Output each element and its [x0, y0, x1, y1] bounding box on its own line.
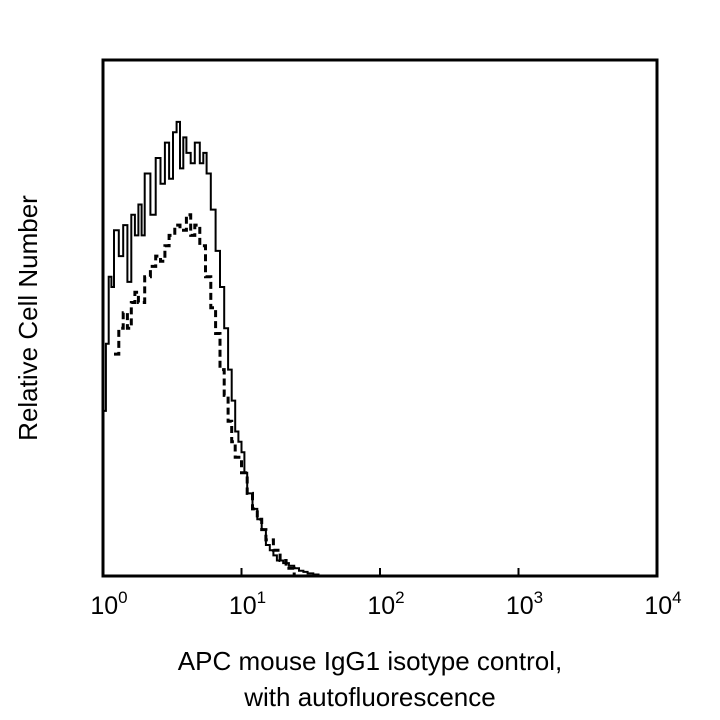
x-tick-label-base: 10 — [644, 592, 672, 620]
x-axis-label-line-1: APC mouse IgG1 isotype control, — [178, 646, 562, 676]
x-tick-label: 100 — [90, 588, 127, 620]
series-solid-line — [103, 120, 320, 576]
x-tick-label: 103 — [506, 588, 543, 620]
x-tick-label: 101 — [229, 588, 266, 620]
x-tick-label-base: 10 — [367, 592, 395, 620]
x-tick-label: 104 — [644, 588, 681, 620]
series-dashed-line — [114, 213, 296, 576]
x-tick-label-exponent: 4 — [672, 588, 681, 607]
x-tick-label-base: 10 — [90, 592, 118, 620]
x-tick-label-exponent: 3 — [534, 588, 543, 607]
x-tick-layer: 100 101 102 103 104 — [90, 568, 682, 620]
x-axis-label-line-2: with autofluorescence — [243, 682, 495, 712]
x-tick-label-exponent: 0 — [118, 588, 127, 607]
x-tick-label-exponent: 2 — [395, 588, 404, 607]
x-tick-label-base: 10 — [229, 592, 257, 620]
x-tick-label-exponent: 1 — [257, 588, 266, 607]
x-tick-label-base: 10 — [506, 592, 534, 620]
series-layer — [103, 120, 320, 576]
x-tick-label: 102 — [367, 588, 404, 620]
y-axis-label: Relative Cell Number — [13, 195, 43, 441]
